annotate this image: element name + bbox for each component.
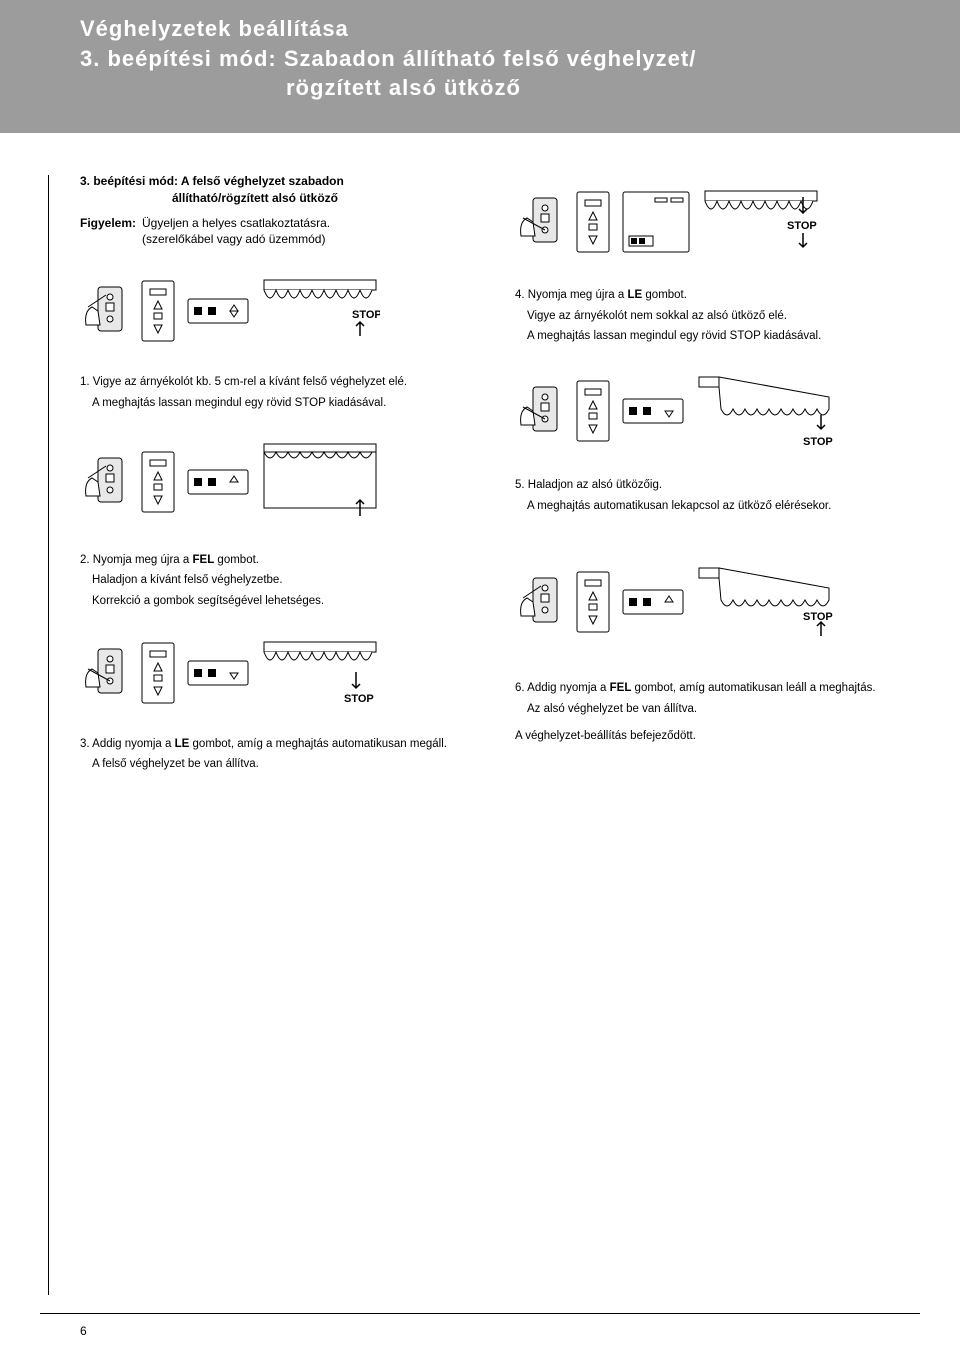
remote-hand-icon [80,281,130,341]
step2-bold: FEL [193,554,215,566]
mode-title-line2: állítható/rögzített alsó ütköző [80,190,485,207]
header-title: Véghelyzetek beállítása 3. beépítési mód… [80,14,960,103]
step3-line1: 3. Addig nyomja a LE gombot, amíg a megh… [80,736,485,753]
wall-remote-icon [140,279,176,343]
step3-a: 3. Addig nyomja a [80,738,175,750]
awning-extended-stop-icon: STOP [695,373,835,449]
step4-block: 4. Nyomja meg újra a LE gombot. Vigye az… [515,287,920,345]
step5-line1: 5. Haladjon az alsó ütközőig. [515,477,920,494]
step4-line1: 4. Nyomja meg újra a LE gombot. [515,287,920,304]
awning-extended-stop-up-icon: STOP [695,564,835,640]
remote-hand-icon [515,381,565,441]
control-unit-icon [621,190,691,254]
step3-block: 3. Addig nyomja a LE gombot, amíg a megh… [80,736,485,773]
step2-line2: Haladjon a kívánt felső véghelyzetbe. [80,572,485,589]
step3-bold: LE [175,738,190,750]
page-number: 6 [80,1324,87,1338]
right-column: STOP 4. Nyomja meg újra a LE gombot. Vig… [515,173,920,801]
two-column-layout: 3. beépítési mód: A felső véghelyzet sza… [80,173,920,801]
switch-icon [186,462,250,502]
header-line1: Véghelyzetek beállítása [80,16,349,41]
wall-remote-icon [575,379,611,443]
diagram-row-left-1 [80,440,485,524]
step4-a: 4. Nyomja meg újra a [515,289,628,301]
svg-text:STOP: STOP [352,309,380,321]
header-line3: rögzített alsó ütköző [80,73,960,103]
diagram-row-right-2: STOP [515,564,920,640]
diagram-row-left-0: STOP [80,276,485,346]
left-column: 3. beépítési mód: A felső véghelyzet sza… [80,173,485,801]
wall-remote-icon [575,190,611,254]
step6-line2: Az alsó véghelyzet be van állítva. [515,701,920,718]
step1-line2: A meghajtás lassan megindul egy rövid ST… [80,395,485,412]
step4-a2: gombot. [642,289,687,301]
attention-label: Figyelem: [80,215,136,249]
content-area: 3. beépítési mód: A felső véghelyzet sza… [0,173,960,801]
switch-icon [621,391,685,431]
awning-stop-down-icon: STOP [701,187,821,257]
step3-a2: gombot, amíg a meghajtás automatikusan m… [189,738,447,750]
step5-block: 5. Haladjon az alsó ütközőig. A meghajtá… [515,477,920,514]
awning-stop-down-icon: STOP [260,638,380,708]
step5-line2: A meghajtás automatikusan lekapcsol az ü… [515,498,920,515]
step4-line3: A meghajtás lassan megindul egy rövid ST… [515,328,920,345]
step2-line3: Korrekció a gombok segítségével lehetség… [80,593,485,610]
step3-line2: A felső véghelyzet be van állítva. [80,756,485,773]
switch-icon [621,582,685,622]
svg-text:STOP: STOP [803,611,833,623]
attention-row: Figyelem: Ügyeljen a helyes csatlakoztat… [80,215,485,249]
remote-hand-icon [80,643,130,703]
step6-a2: gombot, amíg automatikusan leáll a megha… [631,682,875,694]
diagram-row-right-0: STOP [515,187,920,257]
step6-line3: A véghelyzet-beállítás befejeződött. [515,728,920,745]
awning-stop-up-icon: STOP [260,276,380,346]
footer-rule [40,1313,920,1314]
mode-title-line1: 3. beépítési mód: A felső véghelyzet sza… [80,173,485,190]
step1-line1: 1. Vigye az árnyékolót kb. 5 cm-rel a kí… [80,374,485,391]
svg-text:STOP: STOP [787,220,817,232]
wall-remote-icon [140,450,176,514]
wall-remote-icon [575,570,611,634]
attention-text2: (szerelőkábel vagy adó üzemmód) [142,232,325,246]
header-line2: 3. beépítési mód: Szabadon állítható fel… [80,46,696,71]
step6-a: 6. Addig nyomja a [515,682,610,694]
attention-text: Ügyeljen a helyes csatlakoztatásra. (sze… [142,215,485,249]
step4-line2: Vigye az árnyékolót nem sokkal az alsó ü… [515,308,920,325]
remote-hand-icon [515,192,565,252]
step4-bold: LE [628,289,643,301]
step2-a2: gombot. [214,554,259,566]
remote-hand-icon [80,452,130,512]
step2-line1: 2. Nyomja meg újra a FEL gombot. [80,552,485,569]
step6-line1: 6. Addig nyomja a FEL gombot, amíg autom… [515,680,920,697]
remote-hand-icon [515,572,565,632]
switch-icon [186,653,250,693]
attention-text1: Ügyeljen a helyes csatlakoztatásra. [142,216,330,230]
svg-text:STOP: STOP [803,436,833,448]
diagram-row-right-1: STOP [515,373,920,449]
page-header: Véghelyzetek beállítása 3. beépítési mód… [0,0,960,133]
switch-icon [186,291,250,331]
step6-block: 6. Addig nyomja a FEL gombot, amíg autom… [515,680,920,744]
diagram-row-left-2: STOP [80,638,485,708]
step2-block: 2. Nyomja meg újra a FEL gombot. Haladjo… [80,552,485,610]
step2-a: 2. Nyomja meg újra a [80,554,193,566]
intro-block: 3. beépítési mód: A felső véghelyzet sza… [80,173,485,248]
svg-text:STOP: STOP [344,693,374,705]
step6-bold: FEL [610,682,632,694]
step1-block: 1. Vigye az árnyékolót kb. 5 cm-rel a kí… [80,374,485,411]
awning-up-icon [260,440,380,524]
wall-remote-icon [140,641,176,705]
